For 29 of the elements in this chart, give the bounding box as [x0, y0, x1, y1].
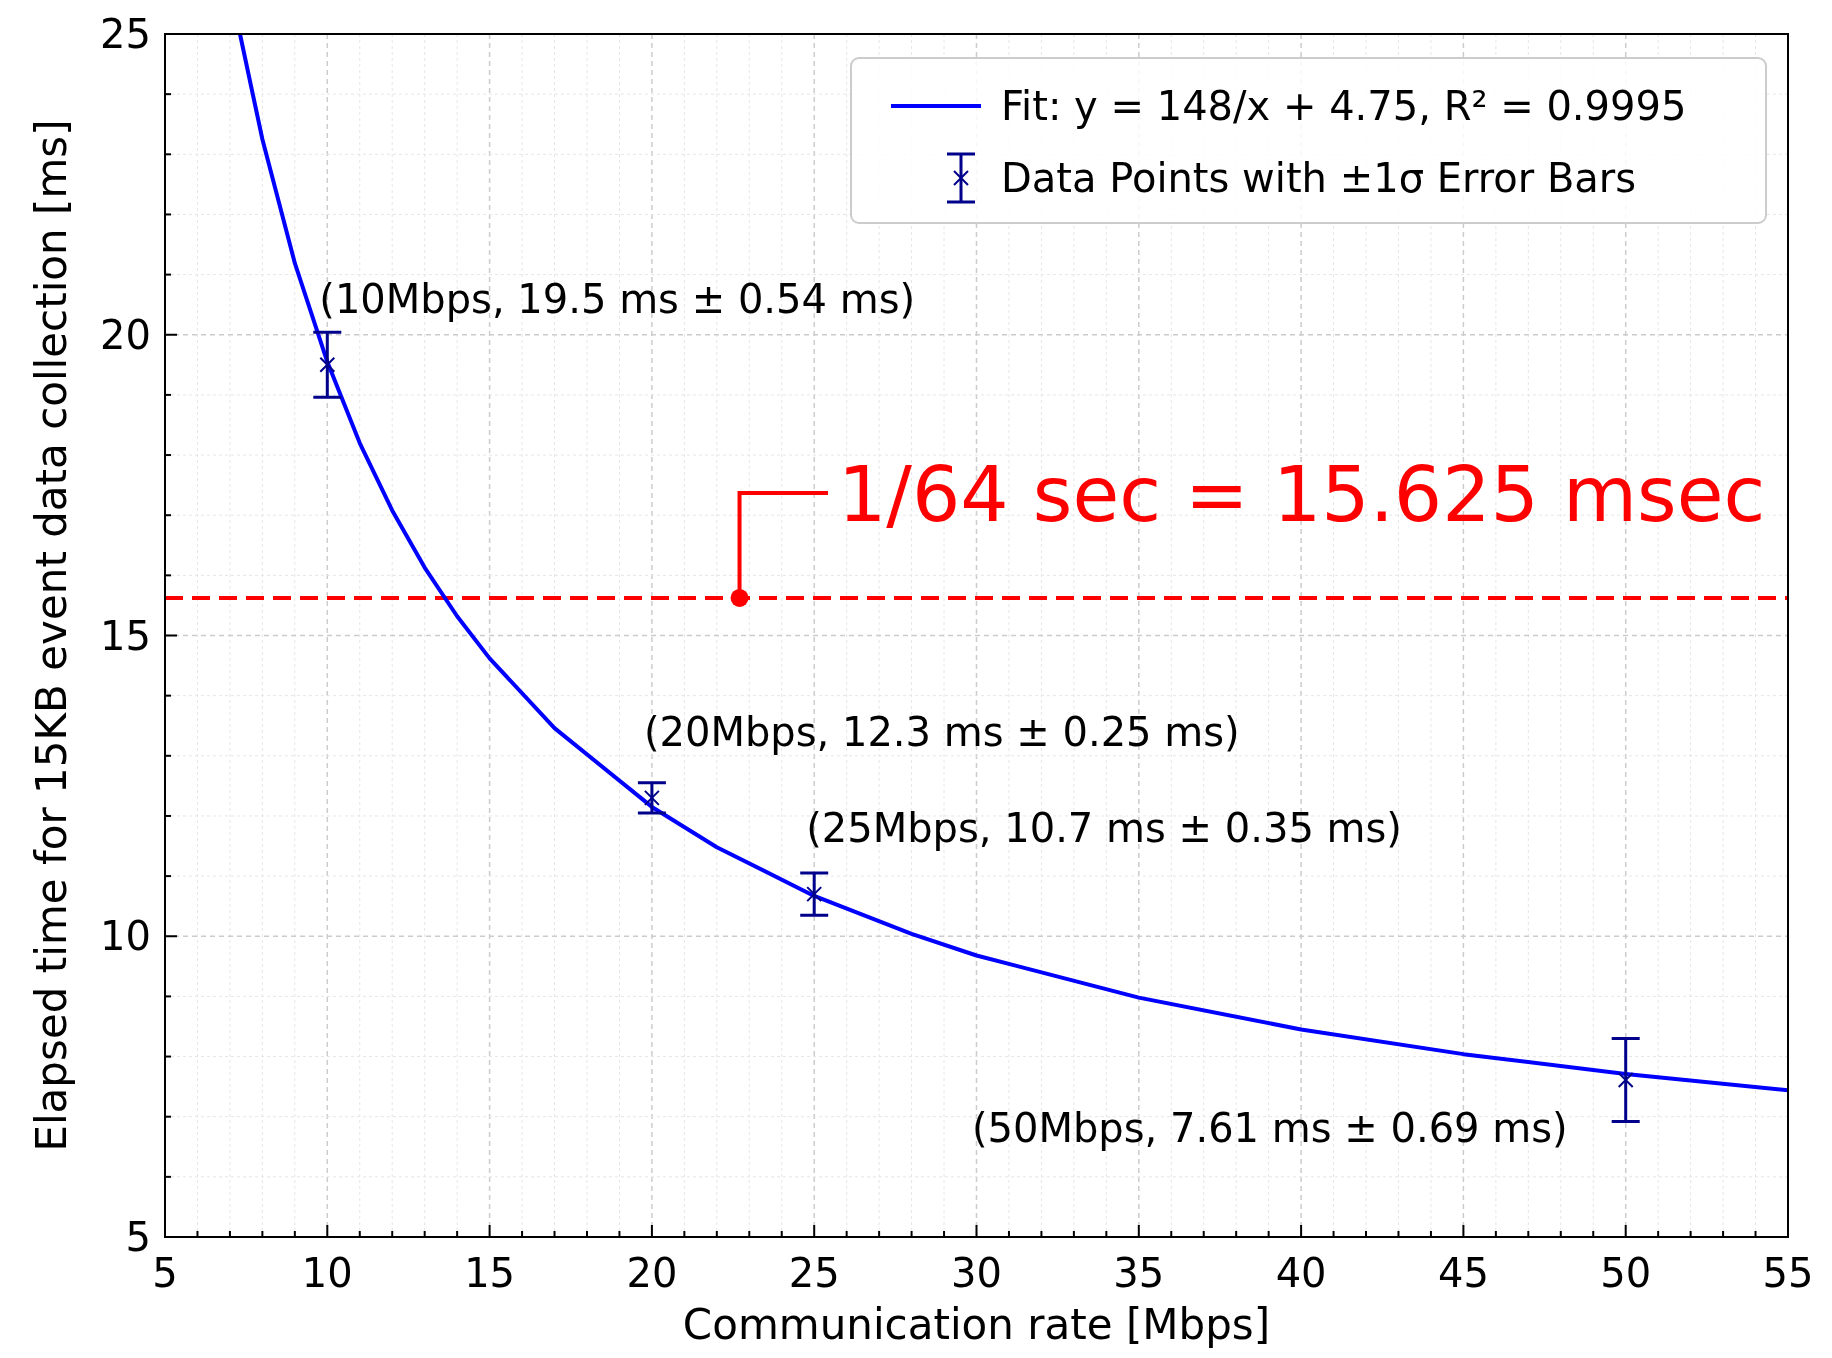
y-tick-label: 5	[125, 1214, 151, 1260]
x-tick-label: 20	[626, 1250, 678, 1296]
y-tick-label: 25	[100, 11, 151, 57]
x-tick-label: 25	[788, 1250, 840, 1296]
legend-label: 1/64 sec = 15.625 msec	[838, 449, 1766, 539]
x-tick-label: 15	[464, 1250, 516, 1296]
line-series	[237, 32, 1790, 1093]
annotation: (10Mbps, 19.5 ms ± 0.54 ms)	[319, 275, 916, 322]
legend-label: Data Points with ±1σ Error Bars	[1001, 155, 1637, 201]
x-tick-label: 10	[301, 1250, 353, 1296]
point	[319, 356, 336, 373]
x-tick-label: 50	[1600, 1250, 1652, 1296]
y-tick-label: 10	[100, 913, 151, 960]
x-tick-label: 45	[1437, 1250, 1489, 1296]
x-tick-label: 55	[1762, 1250, 1814, 1296]
x-tick-label: 30	[951, 1250, 1002, 1296]
annotation: (50Mbps, 7.61 ms ± 0.69 ms)	[971, 1105, 1568, 1152]
annotation: (20Mbps, 12.3 ms ± 0.25 ms)	[643, 708, 1240, 755]
point	[806, 886, 823, 903]
y-tick-label: 20	[100, 311, 151, 358]
legend-label: Fit: y = 148/x + 4.75, R² = 0.9995	[1001, 83, 1687, 129]
y-axis-title: Elapsed time for 15KB event data collection [ms]	[27, 119, 76, 1152]
y-tick-label: 15	[100, 612, 151, 659]
point	[643, 789, 660, 806]
annotation: (25Mbps, 10.7 ms ± 0.35 ms)	[806, 805, 1402, 852]
x-tick-label: 35	[1113, 1250, 1165, 1296]
x-axis-title: Communication rate [Mbps]	[682, 1300, 1271, 1349]
point	[1617, 1072, 1634, 1089]
x-tick-label: 40	[1275, 1250, 1327, 1296]
